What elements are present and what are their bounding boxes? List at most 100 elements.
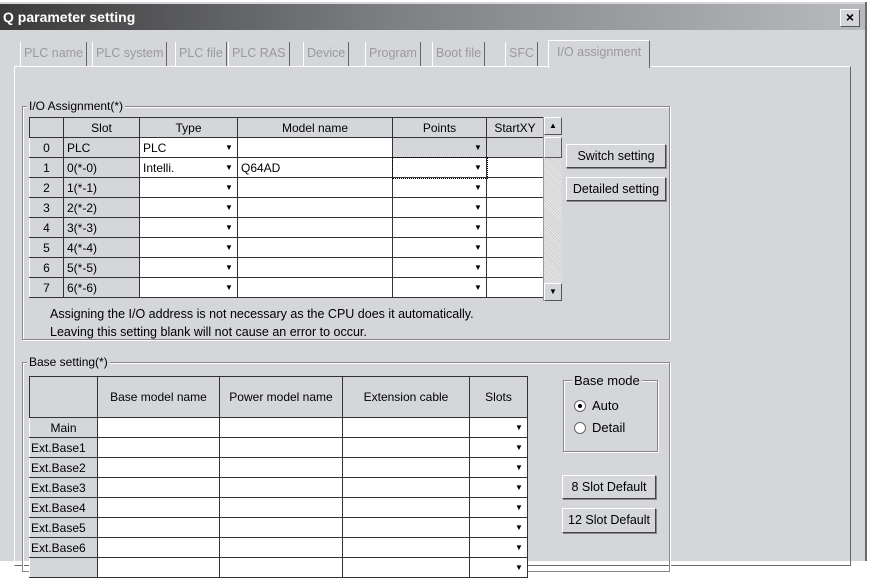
io-cell-model[interactable] bbox=[237, 277, 393, 298]
dropdown-arrow-icon[interactable]: ▼ bbox=[515, 543, 523, 552]
io-cell-points[interactable]: ▼ bbox=[392, 277, 487, 298]
base-cell[interactable] bbox=[219, 417, 343, 438]
base-cell[interactable] bbox=[97, 477, 220, 498]
io-table-scrollbar[interactable]: ▲ ▼ bbox=[543, 117, 562, 301]
radio-auto-circle[interactable] bbox=[574, 399, 586, 412]
tab-plc-file[interactable]: PLC file bbox=[175, 42, 227, 66]
tab-i-o-assignment[interactable]: I/O assignment bbox=[548, 40, 651, 68]
base-cell[interactable] bbox=[342, 417, 470, 438]
io-cell-start[interactable] bbox=[486, 257, 544, 278]
dropdown-arrow-icon[interactable]: ▼ bbox=[515, 483, 523, 492]
radio-detail-circle[interactable] bbox=[574, 421, 586, 434]
io-cell-start[interactable] bbox=[486, 157, 544, 178]
base-cell[interactable]: ▼ bbox=[469, 497, 528, 518]
tab-plc-name[interactable]: PLC name bbox=[20, 42, 88, 66]
io-cell-points[interactable]: ▼ bbox=[392, 177, 487, 198]
io-cell-type[interactable]: ▼ bbox=[139, 177, 238, 198]
radio-detail[interactable]: Detail bbox=[574, 420, 625, 435]
io-cell-model[interactable] bbox=[237, 257, 393, 278]
dropdown-arrow-icon[interactable]: ▼ bbox=[474, 283, 482, 292]
close-button[interactable]: × bbox=[840, 9, 860, 27]
tab-plc-ras[interactable]: PLC RAS bbox=[228, 42, 290, 66]
io-cell-type[interactable]: ▼ bbox=[139, 277, 238, 298]
switch-setting-button[interactable]: Switch setting bbox=[566, 144, 666, 168]
dropdown-arrow-icon[interactable]: ▼ bbox=[474, 203, 482, 212]
base-cell[interactable] bbox=[219, 477, 343, 498]
dropdown-arrow-icon[interactable]: ▼ bbox=[515, 563, 523, 572]
8-slot-default-button[interactable]: 8 Slot Default bbox=[562, 475, 656, 499]
dropdown-arrow-icon[interactable]: ▼ bbox=[225, 243, 233, 252]
base-cell[interactable] bbox=[342, 497, 470, 518]
dropdown-arrow-icon[interactable]: ▼ bbox=[225, 263, 233, 272]
io-cell-start[interactable] bbox=[486, 237, 544, 258]
io-cell-points[interactable]: ▼ bbox=[392, 217, 487, 238]
dropdown-arrow-icon[interactable]: ▼ bbox=[225, 143, 233, 152]
io-cell-points[interactable]: ▼ bbox=[392, 237, 487, 258]
dropdown-arrow-icon[interactable]: ▼ bbox=[474, 263, 482, 272]
detailed-setting-button[interactable]: Detailed setting bbox=[566, 177, 666, 201]
dropdown-arrow-icon[interactable]: ▼ bbox=[474, 183, 482, 192]
io-cell-type[interactable]: Intelli. ▼ bbox=[139, 157, 238, 178]
dropdown-arrow-icon[interactable]: ▼ bbox=[474, 243, 482, 252]
io-cell-points[interactable]: ▼ bbox=[392, 137, 487, 158]
dropdown-arrow-icon[interactable]: ▼ bbox=[225, 183, 233, 192]
scroll-up-button[interactable]: ▲ bbox=[544, 117, 562, 135]
base-cell[interactable] bbox=[219, 497, 343, 518]
base-cell[interactable] bbox=[342, 457, 470, 478]
12-slot-default-button[interactable]: 12 Slot Default bbox=[562, 508, 656, 533]
base-cell[interactable] bbox=[97, 537, 220, 558]
dropdown-arrow-icon[interactable]: ▼ bbox=[225, 203, 233, 212]
io-cell-start[interactable] bbox=[486, 277, 544, 298]
io-cell-type[interactable]: ▼ bbox=[139, 217, 238, 238]
io-cell-type[interactable]: ▼ bbox=[139, 257, 238, 278]
base-cell[interactable] bbox=[342, 537, 470, 558]
tab-device[interactable]: Device bbox=[303, 42, 350, 66]
io-cell-start[interactable] bbox=[486, 177, 544, 198]
dropdown-arrow-icon[interactable]: ▼ bbox=[474, 163, 482, 172]
base-cell[interactable]: ▼ bbox=[469, 517, 528, 538]
base-cell[interactable] bbox=[219, 537, 343, 558]
base-cell[interactable]: ▼ bbox=[469, 437, 528, 458]
io-cell-model[interactable]: Q64AD bbox=[237, 157, 393, 178]
base-cell[interactable] bbox=[97, 497, 220, 518]
io-cell-start[interactable] bbox=[486, 137, 544, 158]
dropdown-arrow-icon[interactable]: ▼ bbox=[515, 463, 523, 472]
io-cell-type[interactable]: PLC ▼ bbox=[139, 137, 238, 158]
tab-sfc[interactable]: SFC bbox=[505, 42, 538, 66]
io-cell-points[interactable]: ▼ bbox=[392, 197, 487, 218]
base-cell[interactable] bbox=[342, 477, 470, 498]
tab-program[interactable]: Program bbox=[365, 42, 421, 66]
base-cell[interactable] bbox=[342, 437, 470, 458]
io-cell-model[interactable] bbox=[237, 237, 393, 258]
base-cell[interactable] bbox=[219, 437, 343, 458]
io-cell-model[interactable] bbox=[237, 177, 393, 198]
base-cell[interactable] bbox=[219, 457, 343, 478]
io-cell-type[interactable]: ▼ bbox=[139, 197, 238, 218]
io-cell-points[interactable]: ▼ bbox=[391, 156, 488, 179]
base-cell[interactable] bbox=[97, 517, 220, 538]
base-cell[interactable] bbox=[342, 517, 470, 538]
base-cell[interactable]: ▼ bbox=[469, 537, 528, 558]
base-cell[interactable] bbox=[219, 517, 343, 538]
scroll-down-button[interactable]: ▼ bbox=[544, 283, 562, 301]
dropdown-arrow-icon[interactable]: ▼ bbox=[515, 443, 523, 452]
dropdown-arrow-icon[interactable]: ▼ bbox=[474, 223, 482, 232]
dropdown-arrow-icon[interactable]: ▼ bbox=[474, 143, 482, 152]
base-cell[interactable]: ▼ bbox=[469, 477, 528, 498]
base-cell[interactable] bbox=[97, 457, 220, 478]
dropdown-arrow-icon[interactable]: ▼ bbox=[225, 283, 233, 292]
io-cell-model[interactable] bbox=[237, 217, 393, 238]
base-cell[interactable]: ▼ bbox=[469, 417, 528, 438]
io-cell-type[interactable]: ▼ bbox=[139, 237, 238, 258]
base-cell[interactable] bbox=[97, 417, 220, 438]
dropdown-arrow-icon[interactable]: ▼ bbox=[225, 163, 233, 172]
radio-auto[interactable]: Auto bbox=[574, 398, 619, 413]
dropdown-arrow-icon[interactable]: ▼ bbox=[515, 523, 523, 532]
scroll-thumb[interactable] bbox=[544, 137, 562, 158]
tab-boot-file[interactable]: Boot file bbox=[432, 42, 486, 66]
dropdown-arrow-icon[interactable]: ▼ bbox=[225, 223, 233, 232]
base-cell[interactable] bbox=[97, 437, 220, 458]
io-cell-points[interactable]: ▼ bbox=[392, 257, 487, 278]
dropdown-arrow-icon[interactable]: ▼ bbox=[515, 423, 523, 432]
io-cell-model[interactable] bbox=[237, 197, 393, 218]
